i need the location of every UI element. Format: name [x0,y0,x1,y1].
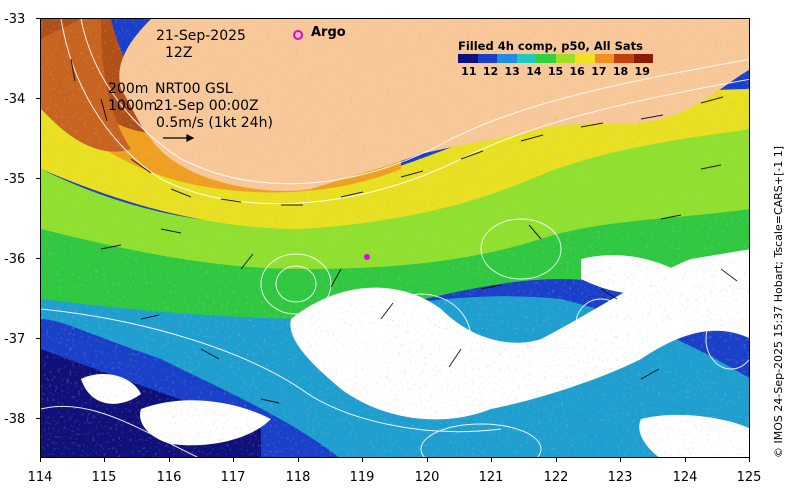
x-tick-label: 117 [220,470,246,485]
legend-color-swatch [477,54,497,63]
legend-color-swatch [594,54,614,63]
y-tick-label: -34 [4,92,26,107]
y-tick [36,258,40,259]
x-tick-label: 120 [414,470,440,485]
legend-tick: 12 [482,65,499,78]
y-tick-label: -37 [4,332,26,347]
legend-ticks: 11 12 13 14 15 16 17 18 19 [458,65,653,78]
legend-color-swatch [516,54,536,63]
x-tick-label: 122 [543,470,569,485]
x-tick [104,458,105,462]
y-tick [36,338,40,339]
legend-title: Filled 4h comp, p50, All Sats [458,39,643,53]
legend-tick: 19 [634,65,650,78]
x-tick [169,458,170,462]
depth-label-1000: 1000m [108,98,158,114]
y-tick [36,18,40,19]
x-tick [620,458,621,462]
legend-color-swatch [458,54,478,63]
legend-tick: 17 [591,65,607,78]
credit-text: © IMOS 24-Sep-2025 15:37 Hobart; Tscale=… [772,145,785,458]
argo-label: Argo [311,25,346,40]
x-tick [40,458,41,462]
x-tick [749,458,750,462]
x-tick-label: 121 [478,470,504,485]
argo-float-marker [364,254,370,260]
legend-color-swatch [555,54,575,63]
depth-label-200: 200m [108,81,149,97]
x-tick-label: 124 [672,470,698,485]
legend-color-swatch [575,54,595,63]
legend-tick: 15 [547,65,564,78]
y-tick-label: -33 [4,12,26,27]
legend-tick: 14 [526,65,542,78]
x-tick-label: 118 [285,470,311,485]
hour-label: 12Z [165,45,193,61]
x-tick-label: 123 [607,470,633,485]
legend-color-swatch [614,54,634,63]
y-tick [36,418,40,419]
legend-color-swatch [497,54,517,63]
y-tick-label: -36 [4,252,26,267]
product-time-label: 21-Sep 00:00Z [155,98,259,114]
legend-tick: 11 [461,65,477,78]
legend-color-swatch [536,54,556,63]
argo-legend-marker [293,30,303,40]
legend-color-swatch [633,54,653,63]
x-tick-label: 116 [156,470,182,485]
x-tick [298,458,299,462]
x-tick [685,458,686,462]
x-tick [233,458,234,462]
x-tick-label: 114 [27,470,53,485]
x-tick [491,458,492,462]
legend-tick: 18 [612,65,629,78]
y-tick [36,98,40,99]
y-tick-label: -38 [4,412,26,427]
x-tick [427,458,428,462]
x-tick-label: 119 [349,470,375,485]
scale-label: 0.5m/s (1kt 24h) [156,115,273,131]
y-tick-label: -35 [4,172,26,187]
x-tick-label: 115 [91,470,117,485]
product-label: NRT00 GSL [155,81,233,97]
legend-tick: 16 [569,65,585,78]
x-tick [362,458,363,462]
legend-tick: 13 [504,65,520,78]
color-legend-bar [458,54,653,63]
y-tick [36,178,40,179]
x-tick [556,458,557,462]
x-tick-label: 125 [736,470,762,485]
date-label: 21-Sep-2025 [156,28,246,44]
